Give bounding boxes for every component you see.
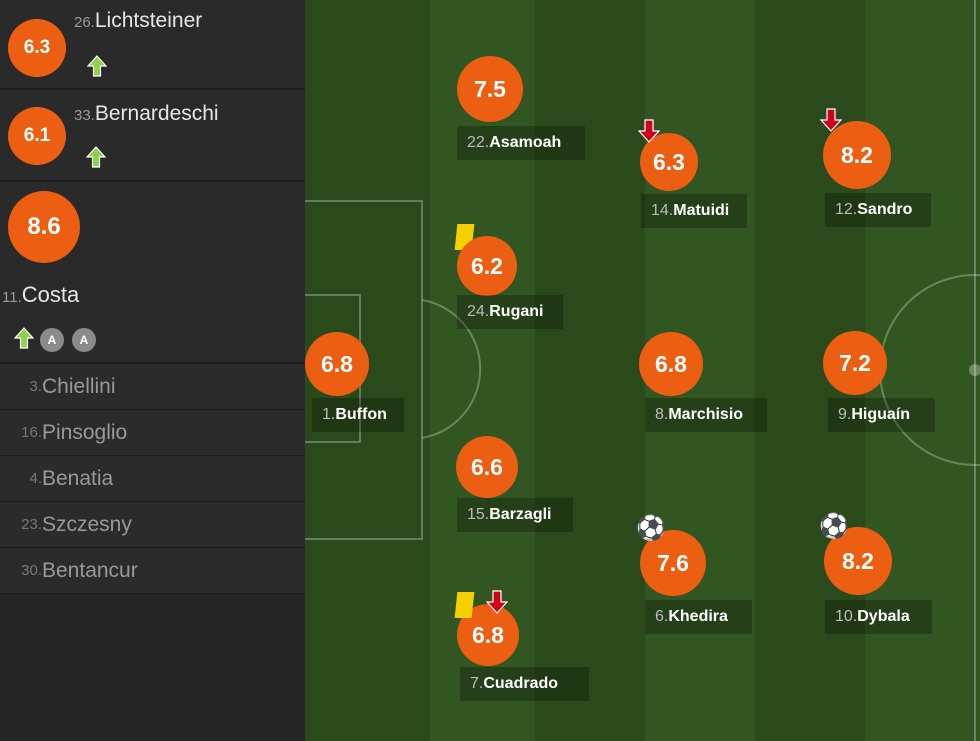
player-rating[interactable]: 7.6 bbox=[640, 530, 706, 596]
player-rating[interactable]: 8.2 bbox=[823, 121, 891, 189]
player-number: 11. bbox=[2, 289, 22, 306]
player-number: 7. bbox=[470, 675, 484, 692]
sub-in-arrow-icon bbox=[87, 55, 107, 77]
sub-in-arrow-icon bbox=[86, 146, 106, 168]
player-number: 8. bbox=[655, 406, 669, 423]
player-name: Khedira bbox=[668, 608, 728, 625]
player-label[interactable]: 8. Marchisio bbox=[645, 398, 767, 432]
player-name: Bernardeschi bbox=[94, 102, 219, 125]
player-number: 9. bbox=[838, 406, 852, 423]
player-name: Bentancur bbox=[42, 558, 138, 582]
player-number: 6. bbox=[655, 608, 669, 625]
player-name: Asamoah bbox=[489, 134, 562, 151]
sub-out-arrow-icon bbox=[820, 108, 842, 132]
bench-row[interactable]: 23. Szczesny bbox=[0, 502, 305, 548]
sub-row-lichtsteiner[interactable]: 6.3 26.Lichtsteiner bbox=[0, 0, 305, 90]
player-label[interactable]: 24. Rugani bbox=[457, 295, 563, 329]
goal-ball-icon: ⚽ bbox=[819, 513, 849, 540]
player-label[interactable]: 7. Cuadrado bbox=[460, 667, 589, 701]
assist-icon: A bbox=[40, 328, 64, 352]
player-name: Costa bbox=[21, 282, 80, 307]
player-number: 33. bbox=[74, 107, 95, 124]
player-number: 24. bbox=[467, 303, 490, 320]
player-label[interactable]: 1. Buffon bbox=[312, 398, 404, 432]
player-number: 3. bbox=[29, 378, 42, 395]
player-label[interactable]: 22. Asamoah bbox=[457, 126, 585, 160]
player-name: Pinsoglio bbox=[42, 420, 128, 444]
player-number: 26. bbox=[74, 14, 95, 31]
player-name: Marchisio bbox=[668, 406, 744, 423]
rating-badge: 8.6 bbox=[8, 191, 80, 263]
sub-out-arrow-icon bbox=[486, 590, 508, 614]
player-number: 22. bbox=[467, 134, 490, 151]
player-number: 12. bbox=[835, 201, 858, 218]
player-label[interactable]: 9. Higuaín bbox=[828, 398, 935, 432]
player-rating[interactable]: 7.5 bbox=[457, 56, 523, 122]
player-name: Higuaín bbox=[851, 406, 911, 423]
player-rating[interactable]: 6.6 bbox=[456, 436, 518, 498]
player-number: 30. bbox=[21, 562, 42, 579]
player-name: Barzagli bbox=[489, 506, 552, 523]
bench-row[interactable]: 3. Chiellini bbox=[0, 364, 305, 410]
player-name: Szczesny bbox=[42, 512, 132, 536]
player-number: 23. bbox=[21, 516, 42, 533]
player-label[interactable]: 10. Dybala bbox=[825, 600, 932, 634]
bench-row[interactable]: 4. Benatia bbox=[0, 456, 305, 502]
player-number: 14. bbox=[651, 202, 674, 219]
assist-icon: A bbox=[72, 328, 96, 352]
player-number: 16. bbox=[21, 424, 42, 441]
player-label[interactable]: 14. Matuidi bbox=[641, 194, 747, 228]
player-rating[interactable]: 6.3 bbox=[640, 133, 698, 191]
rating-badge: 6.1 bbox=[8, 107, 66, 165]
bench-row[interactable]: 30. Bentancur bbox=[0, 548, 305, 594]
player-name: Benatia bbox=[42, 466, 114, 490]
goal-ball-icon: ⚽ bbox=[636, 515, 666, 542]
player-rating[interactable]: 7.2 bbox=[823, 331, 887, 395]
player-label[interactable]: 6. Khedira bbox=[645, 600, 752, 634]
player-number: 1. bbox=[322, 406, 336, 423]
rating-badge: 6.3 bbox=[8, 19, 66, 77]
player-number: 15. bbox=[467, 506, 490, 523]
player-rating[interactable]: 6.8 bbox=[639, 332, 703, 396]
player-name: Buffon bbox=[335, 406, 387, 423]
player-rating[interactable]: 8.2 bbox=[824, 527, 892, 595]
sub-row-bernardeschi[interactable]: 6.1 33.Bernardeschi bbox=[0, 90, 305, 182]
player-number: 10. bbox=[835, 608, 858, 625]
player-name: Rugani bbox=[489, 303, 544, 320]
sub-row-costa[interactable]: 8.6 11.Costa A A bbox=[0, 182, 305, 364]
player-number: 4. bbox=[29, 470, 42, 487]
sub-out-arrow-icon bbox=[638, 119, 660, 143]
player-rating[interactable]: 6.2 bbox=[457, 236, 517, 296]
player-name: Cuadrado bbox=[483, 675, 559, 692]
yellow-card-icon bbox=[454, 592, 475, 618]
substitutes-panel: 6.3 26.Lichtsteiner 6.1 33.Bernardeschi … bbox=[0, 0, 305, 741]
player-label[interactable]: 12. Sandro bbox=[825, 193, 931, 227]
player-name: Dybala bbox=[857, 608, 910, 625]
bench-row[interactable]: 16. Pinsoglio bbox=[0, 410, 305, 456]
player-name: Chiellini bbox=[42, 374, 116, 398]
sub-in-arrow-icon bbox=[14, 327, 34, 349]
player-name: Sandro bbox=[857, 201, 913, 218]
player-name: Lichtsteiner bbox=[94, 9, 203, 32]
player-name: Matuidi bbox=[673, 202, 730, 219]
player-rating[interactable]: 6.8 bbox=[305, 332, 369, 396]
player-label[interactable]: 15. Barzagli bbox=[457, 498, 573, 532]
